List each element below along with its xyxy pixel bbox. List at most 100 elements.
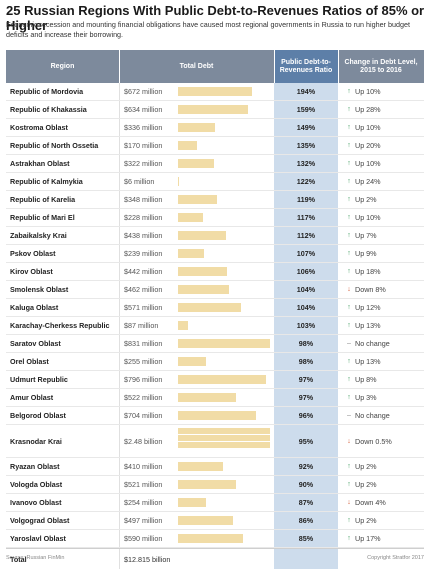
header-change: Change in Debt Level, 2015 to 2016: [344, 58, 418, 74]
change-cell: ↑ Up 7%: [346, 227, 376, 244]
table-row: Republic of Khakassia $634 million 159% ↑ Up…: [6, 101, 424, 119]
ratio-value: 103%: [296, 321, 316, 330]
change-text: Up 2%: [355, 480, 377, 489]
table-row: Kirov Oblast $442 million 106% ↑ Up 18%: [6, 263, 424, 281]
total-value: $12.815 billion: [124, 554, 171, 564]
table-row: Republic of North Ossetia $170 million 135…: [6, 137, 424, 155]
arrow-up-icon: ↑: [347, 232, 351, 239]
change-cell: ↑ Up 13%: [346, 353, 380, 370]
debt-value: $522 million: [124, 393, 163, 402]
ratio-value: 85%: [298, 534, 314, 543]
ratio-value: 112%: [297, 231, 315, 240]
debt-bar: [178, 195, 217, 204]
region-name: Krasnodar Krai: [10, 436, 62, 446]
change-text: Up 2%: [355, 462, 377, 471]
arrow-up-icon: ↑: [347, 106, 351, 113]
arrow-up-icon: ↑: [347, 322, 351, 329]
debt-bar: [178, 249, 205, 258]
arrow-up-icon: ↑: [347, 535, 351, 542]
debt-bar: [178, 213, 204, 222]
change-text: Down 0.5%: [355, 436, 392, 446]
ratio-value: 149%: [296, 123, 316, 132]
copyright-note: Copyright Stratfor 2017: [367, 555, 424, 561]
table-row: Udmurt Republic $796 million 97% ↑ Up 8%: [6, 371, 424, 389]
change-cell: ↑ Up 9%: [346, 245, 376, 262]
ratio-value: 159%: [296, 105, 316, 114]
header-total-debt: Total Debt: [179, 62, 214, 70]
region-name: Udmurt Republic: [10, 375, 68, 384]
change-cell: ↑ Up 3%: [346, 389, 376, 406]
region-name: Yaroslavl Oblast: [10, 534, 66, 543]
ratio-value: 97%: [298, 393, 314, 402]
change-text: Up 28%: [355, 105, 381, 114]
table-row: Ryazan Oblast $410 million 92% ↑ Up 2%: [6, 458, 424, 476]
debt-value: $831 million: [124, 339, 163, 348]
table-row: Astrakhan Oblast $322 million 132% ↑ Up 10%: [6, 155, 424, 173]
change-cell: ↑ Up 8%: [346, 371, 376, 388]
change-cell: ↓ Down 0.5%: [346, 425, 392, 457]
debt-bar: [178, 357, 207, 366]
ratio-value: 194%: [296, 87, 316, 96]
arrow-up-icon: ↑: [347, 160, 351, 167]
region-name: Ryazan Oblast: [10, 462, 60, 471]
debt-bar: [178, 123, 216, 132]
change-text: Up 13%: [355, 321, 381, 330]
table-row: Republic of Karelia $348 million 119% ↑ Up 2…: [6, 191, 424, 209]
debt-value: $228 million: [124, 213, 163, 222]
source-note: Source: Russian FinMin: [6, 555, 65, 561]
arrow-up-icon: ↑: [347, 178, 351, 185]
debt-table: Region Total Debt Public Debt-to-Revenue…: [6, 50, 424, 569]
page-subtitle: Economic recession and mounting financia…: [6, 20, 410, 39]
change-text: Up 20%: [355, 141, 381, 150]
ratio-value: 87%: [298, 498, 314, 507]
debt-value: $521 million: [124, 480, 163, 489]
header-ratio: Public Debt-to-Revenues Ratio: [274, 50, 338, 83]
table-row: Karachay-Cherkess Republic $87 million 103…: [6, 317, 424, 335]
debt-value: $348 million: [124, 195, 163, 204]
ratio-column-bg: [274, 83, 338, 569]
change-cell: ↑ Up 28%: [346, 101, 381, 118]
arrow-down-icon: ↓: [347, 437, 351, 445]
change-text: No change: [355, 339, 390, 348]
change-cell: – No change: [346, 407, 390, 424]
region-name: Republic of Mordovia: [10, 87, 84, 96]
ratio-value: 132%: [296, 159, 316, 168]
change-text: Up 10%: [355, 213, 381, 222]
region-name: Karachay-Cherkess Republic: [10, 321, 110, 330]
debt-value: $704 million: [124, 411, 163, 420]
ratio-value: 117%: [297, 213, 315, 222]
debt-value: $239 million: [124, 249, 163, 258]
region-name: Zabaikalsky Krai: [10, 231, 67, 240]
debt-bar: [178, 267, 227, 276]
table-row: Ivanovo Oblast $254 million 87% ↓ Down 4%: [6, 494, 424, 512]
change-text: Up 12%: [355, 303, 381, 312]
total-row: Total $12.815 billion: [6, 548, 424, 569]
arrow-up-icon: ↑: [347, 196, 351, 203]
table-row: Republic of Kalmykia $6 million 122% ↑ Up 24…: [6, 173, 424, 191]
debt-bar: [178, 321, 188, 330]
table-row: Vologda Oblast $521 million 90% ↑ Up 2%: [6, 476, 424, 494]
debt-value: $255 million: [124, 357, 163, 366]
arrow-up-icon: ↑: [347, 124, 351, 131]
arrow-down-icon: ↓: [347, 286, 351, 293]
change-cell: ↑ Up 17%: [346, 530, 380, 547]
debt-value: $336 million: [124, 123, 163, 132]
debt-bar: [178, 105, 249, 114]
ratio-value: 104%: [296, 285, 316, 294]
debt-value: $497 million: [124, 516, 163, 525]
table-row: Amur Oblast $522 million 97% ↑ Up 3%: [6, 389, 424, 407]
debt-bar: [178, 177, 179, 186]
debt-value: $410 million: [124, 462, 163, 471]
arrow-down-icon: ↓: [347, 499, 351, 506]
debt-value: $87 million: [124, 321, 159, 330]
change-text: Up 10%: [355, 123, 381, 132]
change-cell: ↑ Up 13%: [346, 317, 381, 334]
debt-value: $2.48 billion: [124, 436, 163, 446]
page-title: 25 Russian Regions With Public Debt-to-R…: [6, 3, 425, 33]
region-name: Pskov Oblast: [10, 249, 56, 258]
change-text: Up 2%: [355, 195, 377, 204]
debt-bar: [178, 516, 234, 525]
debt-value: $634 million: [124, 105, 163, 114]
debt-bar: [178, 411, 256, 420]
region-name: Saratov Oblast: [10, 339, 61, 348]
